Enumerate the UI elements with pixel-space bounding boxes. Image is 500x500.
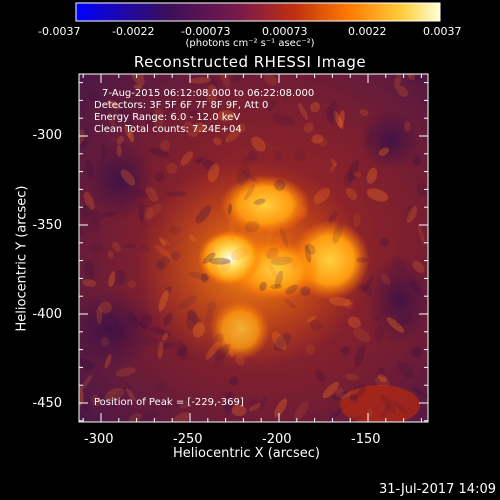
y-tick-label: -400 (32, 307, 62, 322)
y-tick-label: -350 (32, 218, 62, 233)
timestamp: 31-Jul-2017 14:09 (378, 482, 496, 497)
detectors-line: Detectors: 3F 5F 6F 7F 8F 9F, Att 0 (94, 100, 269, 111)
x-tick-label: -250 (173, 432, 203, 447)
peak-position: Position of Peak = [-229,-369] (94, 397, 244, 408)
colorbar-units: (photons cm⁻² s⁻¹ asec⁻²) (185, 38, 315, 49)
axis-ticks (79, 74, 428, 422)
x-tick-label: -150 (351, 432, 381, 447)
clean-counts-line: Clean Total counts: 7.24E+04 (94, 124, 242, 135)
plot-frame (78, 73, 429, 423)
image-title: Reconstructed RHESSI Image (133, 53, 367, 71)
y-axis-label: Heliocentric Y (arcsec) (14, 185, 30, 332)
colorbar-tick-label: -0.0022 (112, 25, 155, 38)
colorbar-tick-label: 0.0022 (348, 25, 387, 38)
time-range: 7-Aug-2015 06:12:08.000 to 06:22:08.000 (102, 88, 315, 99)
colorbar-tick-label: -0.00073 (181, 25, 231, 38)
energy-range-line: Energy Range: 6.0 - 12.0 keV (94, 112, 241, 123)
colorbar-tick-label: -0.0037 (38, 25, 81, 38)
colorbar-tick-label: 0.00073 (262, 25, 308, 38)
rhessi-image (79, 74, 428, 422)
colorbar (75, 2, 441, 22)
y-tick-label: -300 (32, 128, 62, 143)
x-axis-label: Heliocentric X (arcsec) (173, 446, 320, 461)
x-tick-label: -300 (84, 432, 114, 447)
x-tick-label: -200 (262, 432, 292, 447)
colorbar-tick-label: 0.0037 (423, 25, 462, 38)
image-grain (79, 74, 428, 422)
y-tick-label: -450 (32, 396, 62, 411)
